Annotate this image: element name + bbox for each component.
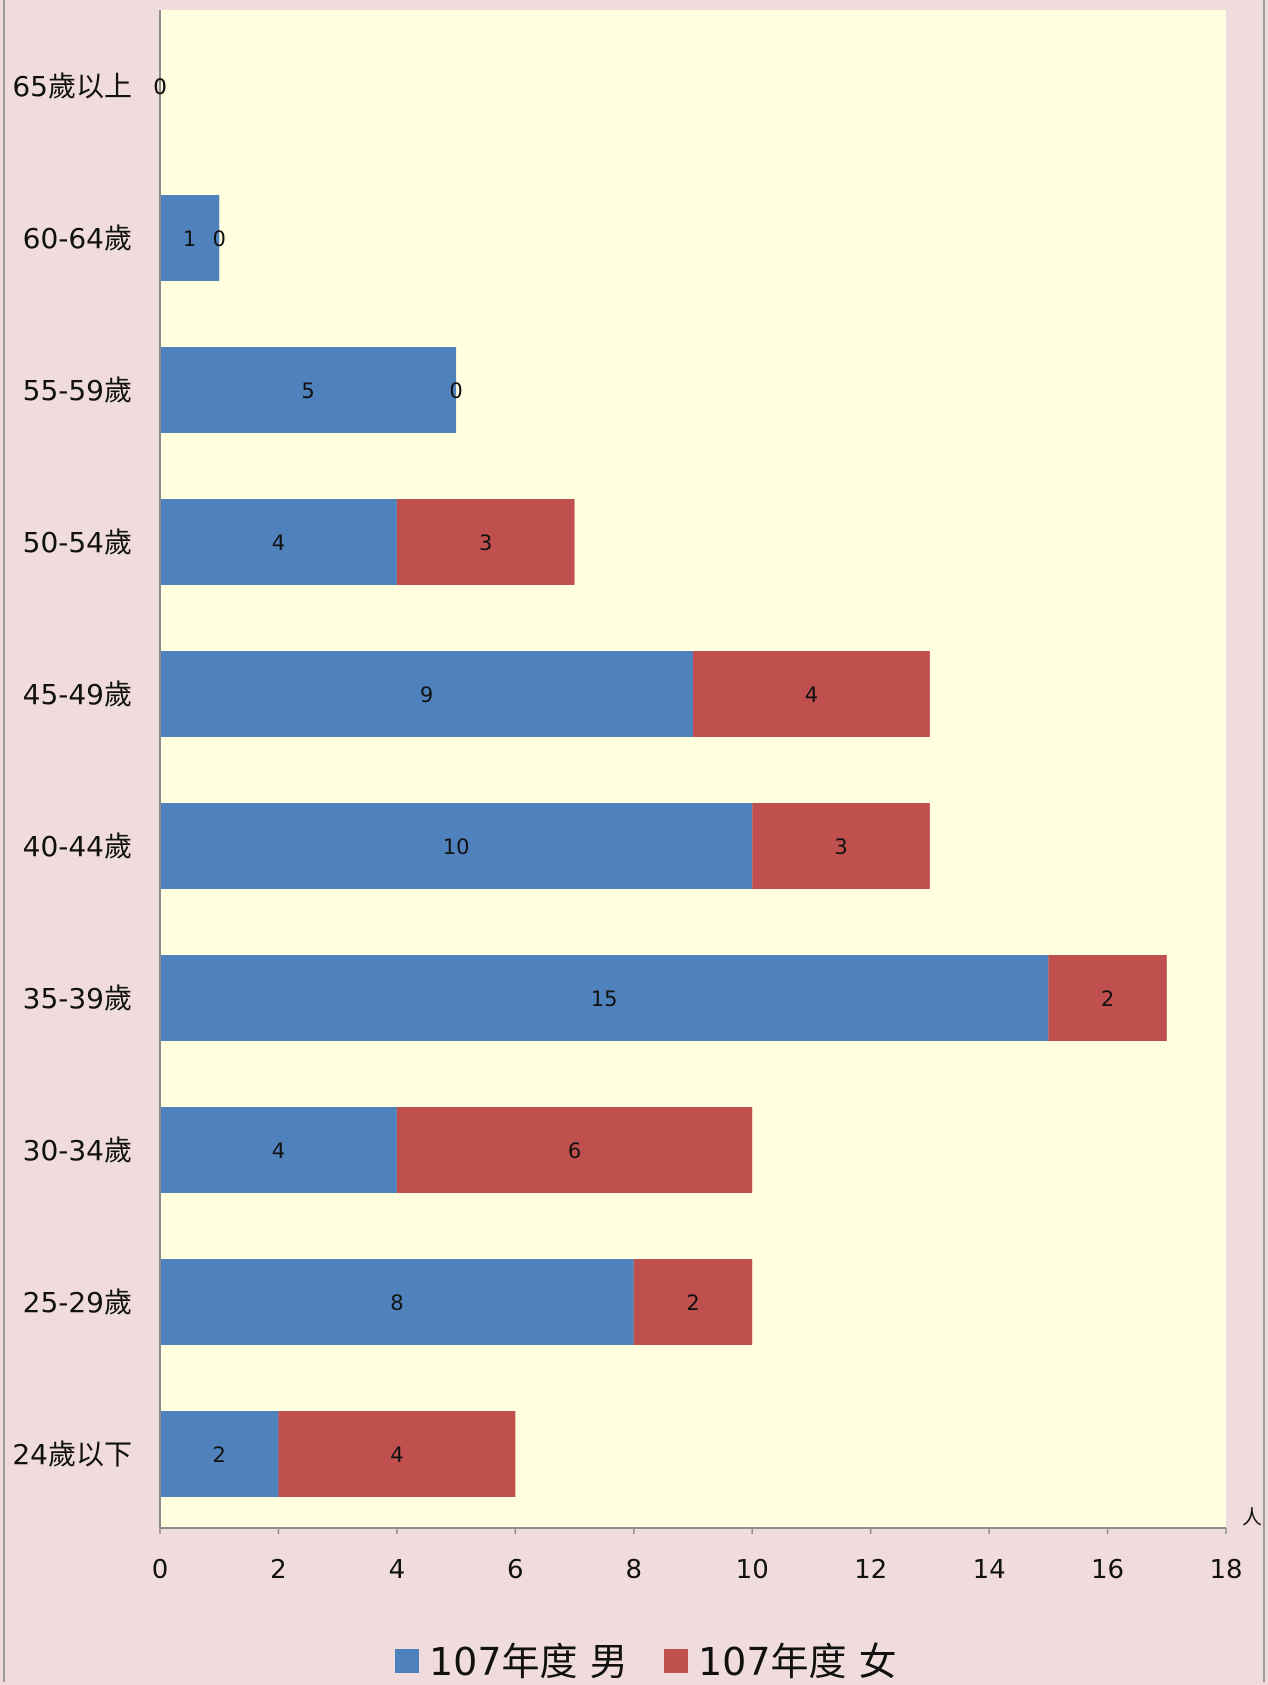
y-category-label: 24歲以下 [12,1438,132,1471]
y-category-label: 35-39歲 [23,982,132,1015]
x-tick-label: 2 [270,1555,287,1585]
bar-female [752,803,930,889]
data-label-female: 0 [153,75,166,99]
y-category-label: 60-64歲 [23,222,132,255]
bar-female [396,1107,753,1193]
bar-male [160,803,753,889]
legend-swatch-male [395,1649,419,1673]
data-label-female: 2 [1101,987,1114,1011]
x-tick-label: 12 [854,1555,887,1585]
data-label-female: 3 [479,531,492,555]
bar-female [396,499,575,585]
x-tick-label: 8 [626,1555,643,1585]
bars-group [160,195,1167,1497]
data-label-female: 0 [213,227,226,251]
x-tick-label: 16 [1091,1555,1124,1585]
legend-label-male: 107年度 男 [429,1640,628,1684]
data-label-male: 8 [390,1291,403,1315]
x-tick-label: 18 [1209,1555,1242,1585]
x-tick-label: 6 [507,1555,524,1585]
legend-swatch-female [664,1649,688,1673]
x-tick-label: 4 [389,1555,406,1585]
data-label-female: 3 [834,835,847,859]
data-label-male: 2 [213,1443,226,1467]
y-category-label: 40-44歲 [23,830,132,863]
bar-female [1048,955,1167,1041]
data-label-female: 2 [686,1291,699,1315]
y-category-label: 30-34歲 [23,1134,132,1167]
data-label-male: 10 [443,835,470,859]
data-label-female: 4 [805,683,818,707]
data-label-female: 4 [390,1443,403,1467]
bar-male [160,1411,279,1497]
y-category-label: 45-49歲 [23,678,132,711]
bar-male [160,1107,397,1193]
bar-male [160,499,397,585]
y-category-label: 25-29歲 [23,1286,132,1319]
y-category-label: 55-59歲 [23,374,132,407]
labels-group: 24歲以下 2 425-29歲 8 230-34歲 4 635-39歲 15 240-44歲 10… [12,70,1242,1585]
data-label-male: 5 [301,379,314,403]
bar-male [160,347,457,433]
data-label-female: 0 [449,379,462,403]
x-tick-label: 14 [973,1555,1006,1585]
data-label-male: 15 [591,987,618,1011]
data-label-male: 9 [420,683,433,707]
data-label-male: 0 [153,75,166,99]
bar-female [693,651,930,737]
bar-male [160,1259,634,1345]
data-label-male: 4 [272,531,285,555]
legend: 107年度 男 107年度 女 [395,1640,897,1684]
bar-female [633,1259,753,1345]
bar-female [278,1411,516,1497]
bar-male [160,955,1049,1041]
axes-group [159,10,1227,1534]
data-label-male: 4 [272,1139,285,1163]
bar-male [160,195,220,281]
legend-label-female: 107年度 女 [698,1640,897,1684]
bar-male [160,651,693,737]
data-label-female: 6 [568,1139,581,1163]
y-category-label: 65歲以上 [12,70,132,103]
x-unit-label: 人 [1242,1505,1262,1529]
y-category-label: 50-54歲 [23,526,132,559]
data-label-male: 1 [183,227,196,251]
x-tick-label: 0 [152,1555,169,1585]
x-tick-label: 10 [736,1555,769,1585]
